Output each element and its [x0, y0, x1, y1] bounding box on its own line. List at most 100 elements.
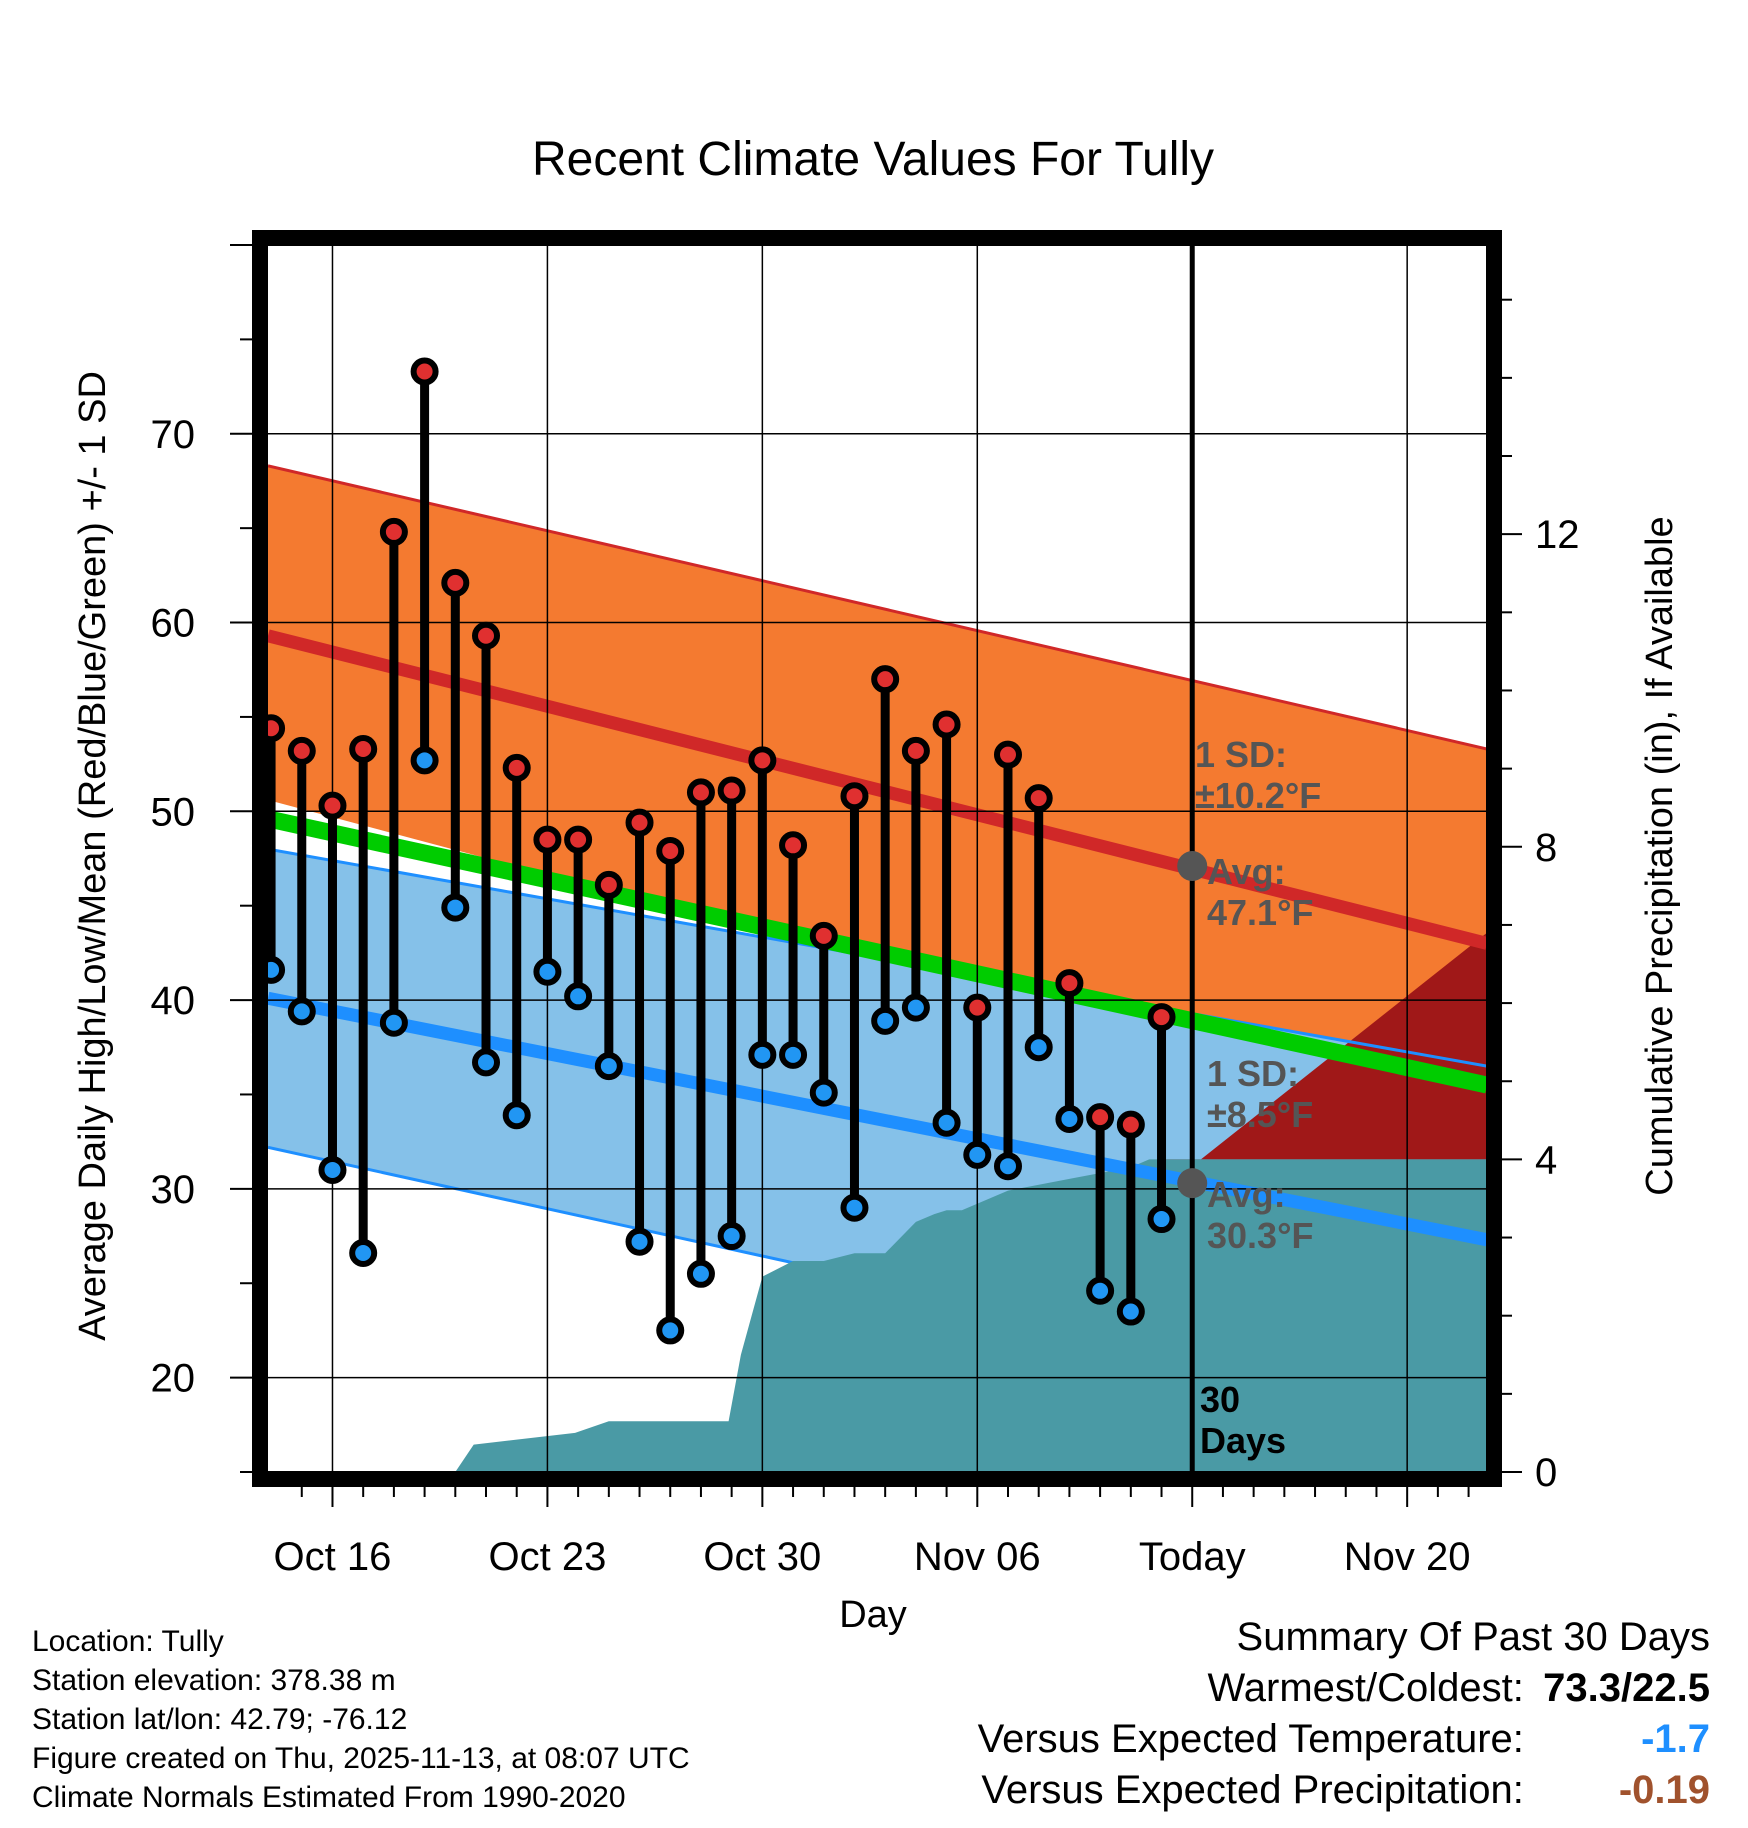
- low-dot-18: [809, 1078, 838, 1107]
- right-tick-label-2: 8: [1535, 826, 1557, 870]
- ann-low-avg-1: Avg:: [1207, 1174, 1286, 1215]
- high-dot-5: [410, 357, 439, 386]
- footer-created: Figure created on Thu, 2025-11-13, at 08…: [32, 1742, 690, 1775]
- left-tick-label-0: 20: [151, 1357, 196, 1401]
- low-dot-19: [840, 1193, 869, 1222]
- high-dot-15: [717, 776, 746, 805]
- low-dot-20: [871, 1006, 900, 1035]
- summary-panel: Summary Of Past 30 Days Warmest/Coldest:…: [978, 1612, 1710, 1816]
- high-dot-4: [379, 517, 408, 546]
- high-dot-22: [932, 710, 961, 739]
- high-dot-19: [840, 782, 869, 811]
- low-dot-15: [717, 1222, 746, 1251]
- station-info: Location: Tully Station elevation: 378.3…: [32, 1622, 690, 1817]
- low-dot-4: [379, 1008, 408, 1037]
- high-upper-sd-line: [268, 464, 1487, 751]
- low-dot-21: [901, 993, 930, 1022]
- footer-normals: Climate Normals Estimated From 1990-2020: [32, 1781, 626, 1814]
- high-normal-line: [268, 629, 1487, 950]
- summary-heading: Summary Of Past 30 Days: [1236, 1615, 1710, 1659]
- ann-days-2: Days: [1200, 1420, 1286, 1461]
- left-tick-label-5: 70: [151, 413, 196, 457]
- x-axis-label: Day: [839, 1594, 907, 1636]
- x-tick-label-2: Oct 30: [703, 1535, 821, 1579]
- low-dot-26: [1055, 1105, 1084, 1134]
- high-dot-3: [349, 735, 378, 764]
- ann-low-avg-2: 30.3°F: [1207, 1215, 1313, 1256]
- high-dot-21: [901, 736, 930, 765]
- ann-high-sd-1: 1 SD:: [1195, 734, 1287, 775]
- low-dot-28: [1116, 1297, 1145, 1326]
- high-dot-1: [287, 736, 316, 765]
- plot-frame: [252, 230, 1502, 1487]
- low-dot-9: [533, 957, 562, 986]
- low-dot-27: [1086, 1276, 1115, 1305]
- high-dot-11: [594, 870, 623, 899]
- low-dot-7: [472, 1048, 501, 1077]
- summary-warmest-value: 73.3/22.5: [1543, 1666, 1710, 1710]
- ann-high-avg-1: Avg:: [1207, 851, 1286, 892]
- high-dot-18: [809, 921, 838, 950]
- high-dot-27: [1086, 1103, 1115, 1132]
- low-dot-12: [625, 1227, 654, 1256]
- low-avg-today-marker: [1177, 1168, 1208, 1199]
- high-dot-9: [533, 825, 562, 854]
- ann-high-avg-2: 47.1°F: [1207, 892, 1313, 933]
- x-tick-label-4: Today: [1139, 1535, 1246, 1579]
- high-dot-28: [1116, 1110, 1145, 1139]
- summary-precip-value: -0.19: [1618, 1768, 1710, 1812]
- ann-high-sd-2: ±10.2°F: [1195, 775, 1321, 816]
- low-dot-16: [748, 1040, 777, 1069]
- high-dot-26: [1055, 969, 1084, 998]
- x-tick-label-3: Nov 06: [914, 1535, 1041, 1579]
- low-dot-23: [963, 1140, 992, 1169]
- low-dot-17: [779, 1040, 808, 1069]
- low-dot-14: [686, 1259, 715, 1288]
- left-tick-label-4: 60: [151, 602, 196, 646]
- mean-normal-line: [268, 810, 1487, 1094]
- high-dot-10: [564, 825, 593, 854]
- ann-low-sd-1: 1 SD:: [1207, 1053, 1299, 1094]
- footer-elevation: Station elevation: 378.38 m: [32, 1664, 396, 1697]
- x-tick-label-1: Oct 23: [488, 1535, 606, 1579]
- left-axis: 20 30 40 50 60 70: [151, 244, 252, 1473]
- high-dot-6: [441, 568, 470, 597]
- high-dot-25: [1024, 784, 1053, 813]
- right-tick-label-0: 0: [1535, 1451, 1557, 1495]
- high-dot-8: [502, 753, 531, 782]
- high-dot-14: [686, 778, 715, 807]
- ann-low-sd-2: ±8.5°F: [1207, 1094, 1313, 1135]
- low-normal-line: [268, 991, 1487, 1247]
- summary-warmest-label: Warmest/Coldest:: [1207, 1666, 1524, 1710]
- high-dot-7: [472, 621, 501, 650]
- daily-range-stems: [266, 371, 1167, 1331]
- low-dot-5: [410, 746, 439, 775]
- x-axis: Oct 16 Oct 23 Oct 30 Nov 06 Today Nov 20: [274, 1487, 1471, 1579]
- high-dot-12: [625, 808, 654, 837]
- low-dot-11: [594, 1052, 623, 1081]
- high-dot-16: [748, 746, 777, 775]
- low-dot-25: [1024, 1033, 1053, 1062]
- right-tick-label-1: 4: [1535, 1138, 1557, 1182]
- ann-days-1: 30: [1200, 1379, 1240, 1420]
- low-dot-8: [502, 1101, 531, 1130]
- low-dot-24: [993, 1152, 1022, 1181]
- y-axis-label-right: Cumulative Precipitation (in), If Availa…: [1639, 516, 1681, 1195]
- high-avg-today-marker: [1177, 851, 1208, 882]
- high-dot-2: [318, 791, 347, 820]
- right-tick-label-3: 12: [1535, 513, 1580, 557]
- expected-precip-area: [1161, 932, 1487, 1191]
- low-dot-2: [318, 1155, 347, 1184]
- low-dot-29: [1147, 1205, 1176, 1234]
- x-tick-label-0: Oct 16: [274, 1535, 392, 1579]
- low-dot-10: [564, 982, 593, 1011]
- high-dot-29: [1147, 1003, 1176, 1032]
- summary-temp-value: -1.7: [1641, 1717, 1710, 1761]
- daily-dots: [257, 357, 1176, 1345]
- high-dot-24: [993, 740, 1022, 769]
- low-dot-1: [287, 997, 316, 1026]
- summary-temp-label: Versus Expected Temperature:: [977, 1717, 1524, 1761]
- chart-title: Recent Climate Values For Tully: [532, 133, 1214, 186]
- low-dot-13: [656, 1316, 685, 1345]
